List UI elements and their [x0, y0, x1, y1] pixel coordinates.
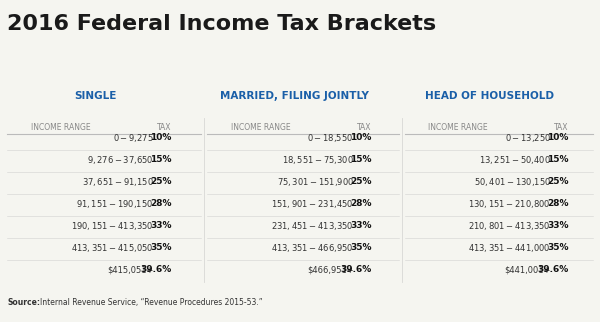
Text: HEAD OF HOUSEHOLD: HEAD OF HOUSEHOLD	[425, 91, 554, 101]
Text: 33%: 33%	[547, 222, 569, 231]
Text: 39.6%: 39.6%	[340, 265, 371, 274]
Text: 10%: 10%	[150, 133, 172, 142]
Text: $0 -  $18,550: $0 - $18,550	[307, 132, 354, 144]
Text: INCOME RANGE: INCOME RANGE	[31, 123, 91, 132]
Text: $441,001+: $441,001+	[505, 265, 551, 274]
Text: TAX: TAX	[157, 123, 172, 132]
Text: 15%: 15%	[350, 155, 371, 164]
Text: 35%: 35%	[547, 243, 569, 252]
Text: $75,301 - $151,900: $75,301 - $151,900	[277, 176, 354, 188]
Text: $0 -  $13,250: $0 - $13,250	[505, 132, 551, 144]
Text: 25%: 25%	[150, 177, 172, 186]
Text: $151,901 - $231,450: $151,901 - $231,450	[271, 198, 354, 210]
Text: 10%: 10%	[547, 133, 569, 142]
Text: $413,351 - $441,000: $413,351 - $441,000	[469, 242, 551, 254]
Text: $130,151 - $210,800: $130,151 - $210,800	[469, 198, 551, 210]
Text: INCOME RANGE: INCOME RANGE	[428, 123, 488, 132]
Text: $50,401 - $130,150: $50,401 - $130,150	[473, 176, 551, 188]
Text: 28%: 28%	[150, 199, 172, 208]
Text: 15%: 15%	[547, 155, 569, 164]
Text: $37,651 -  $91,150: $37,651 - $91,150	[82, 176, 154, 188]
Text: 39.6%: 39.6%	[140, 265, 172, 274]
Text: TAX: TAX	[357, 123, 371, 132]
Text: SINGLE: SINGLE	[74, 91, 116, 101]
Text: Internal Revenue Service, “Revenue Procedures 2015-53.”: Internal Revenue Service, “Revenue Proce…	[40, 298, 263, 307]
Text: 33%: 33%	[350, 222, 371, 231]
Text: 2016 Federal Income Tax Brackets: 2016 Federal Income Tax Brackets	[7, 14, 436, 34]
Text: 33%: 33%	[150, 222, 172, 231]
Text: 25%: 25%	[350, 177, 371, 186]
Text: $18,551 -  $75,300: $18,551 - $75,300	[282, 154, 354, 166]
Text: $9,276 -  $37,650: $9,276 - $37,650	[87, 154, 154, 166]
Text: $190,151 - $413,350: $190,151 - $413,350	[71, 220, 154, 232]
Text: 39.6%: 39.6%	[538, 265, 569, 274]
Text: 25%: 25%	[547, 177, 569, 186]
Text: 35%: 35%	[350, 243, 371, 252]
Text: $413,351 - $466,950: $413,351 - $466,950	[271, 242, 354, 254]
Text: 10%: 10%	[350, 133, 371, 142]
Text: $91,151 - $190,150: $91,151 - $190,150	[76, 198, 154, 210]
Text: MARRIED, FILING JOINTLY: MARRIED, FILING JOINTLY	[220, 91, 368, 101]
Text: $210,801 - $413,350: $210,801 - $413,350	[469, 220, 551, 232]
Text: $231,451 - $413,350: $231,451 - $413,350	[271, 220, 354, 232]
Text: 35%: 35%	[150, 243, 172, 252]
Text: Source:: Source:	[7, 298, 40, 307]
Text: 28%: 28%	[350, 199, 371, 208]
Text: $413,351 - $415,050: $413,351 - $415,050	[71, 242, 154, 254]
Text: TAX: TAX	[554, 123, 569, 132]
Text: 28%: 28%	[547, 199, 569, 208]
Text: $466,951+: $466,951+	[307, 265, 354, 274]
Text: $0 -  $9,275: $0 - $9,275	[113, 132, 154, 144]
Text: $415,051+: $415,051+	[107, 265, 154, 274]
Text: 15%: 15%	[150, 155, 172, 164]
Text: INCOME RANGE: INCOME RANGE	[232, 123, 291, 132]
Text: $13,251 -  $50,400: $13,251 - $50,400	[479, 154, 551, 166]
